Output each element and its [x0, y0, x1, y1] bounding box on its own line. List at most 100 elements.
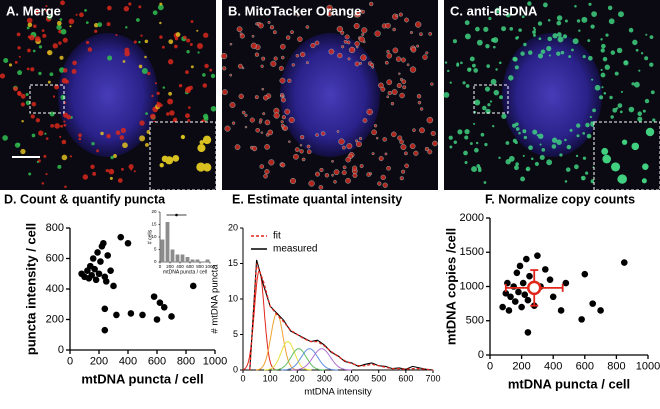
puncta: [522, 129, 527, 134]
puncta: [30, 67, 35, 72]
puncta: [499, 95, 503, 100]
puncta: [162, 86, 166, 89]
puncta: [417, 100, 422, 105]
puncta: [395, 14, 399, 18]
puncta: [623, 60, 628, 64]
x-tick-label: 400: [344, 374, 359, 384]
puncta: [485, 43, 490, 49]
zoom-box: [29, 84, 65, 114]
puncta: [600, 38, 603, 41]
puncta: [244, 125, 248, 129]
puncta: [409, 30, 413, 35]
puncta: [91, 142, 95, 146]
puncta: [202, 73, 206, 77]
puncta: [473, 122, 476, 125]
puncta: [483, 181, 487, 184]
puncta: [473, 68, 479, 73]
histogram-bar: [195, 259, 200, 262]
puncta: [566, 144, 572, 150]
puncta: [123, 6, 130, 12]
puncta: [310, 42, 316, 49]
puncta: [498, 156, 501, 160]
puncta: [581, 16, 588, 23]
puncta: [464, 33, 471, 40]
puncta: [133, 40, 137, 44]
y-tick-label: 5: [233, 329, 238, 339]
puncta: [59, 55, 64, 60]
puncta: [483, 26, 489, 32]
puncta: [600, 68, 603, 71]
fit-component: [242, 269, 277, 371]
puncta: [341, 170, 347, 176]
puncta: [398, 72, 401, 75]
data-point: [92, 276, 100, 284]
puncta: [585, 171, 589, 175]
puncta: [354, 61, 360, 67]
data-point: [150, 293, 158, 300]
nucleus: [502, 33, 602, 157]
data-point: [97, 258, 104, 265]
puncta: [35, 118, 41, 123]
puncta: [288, 140, 291, 144]
puncta: [78, 137, 82, 141]
puncta: [254, 52, 260, 57]
x-tick-label: 800: [607, 361, 625, 373]
puncta: [464, 20, 470, 26]
fit-component: [291, 348, 353, 371]
puncta: [25, 92, 29, 97]
puncta: [139, 135, 146, 142]
series-line: [249, 263, 434, 371]
puncta: [180, 134, 186, 140]
puncta: [166, 112, 170, 116]
puncta: [119, 135, 125, 140]
histogram-bar: [175, 254, 180, 262]
data-point: [107, 267, 114, 275]
puncta: [59, 135, 62, 138]
puncta: [410, 47, 417, 53]
puncta: [409, 143, 416, 150]
puncta: [537, 53, 544, 59]
puncta: [532, 30, 536, 35]
puncta: [138, 64, 143, 69]
puncta: [492, 45, 496, 49]
puncta: [576, 123, 581, 128]
puncta: [406, 63, 410, 67]
puncta: [260, 64, 264, 68]
puncta: [29, 34, 35, 41]
data-point: [510, 283, 517, 290]
puncta: [392, 47, 399, 54]
data-point: [519, 279, 527, 287]
puncta: [224, 125, 231, 132]
puncta: [509, 27, 514, 31]
puncta: [263, 95, 269, 101]
puncta: [28, 172, 32, 176]
puncta: [197, 144, 206, 153]
puncta: [378, 156, 384, 162]
data-point: [153, 316, 161, 323]
puncta: [272, 30, 277, 35]
puncta: [642, 109, 646, 113]
puncta: [556, 51, 561, 56]
puncta: [197, 51, 200, 54]
puncta: [387, 90, 392, 96]
puncta: [320, 131, 326, 136]
puncta: [382, 137, 387, 142]
puncta: [472, 63, 476, 68]
puncta: [136, 18, 140, 22]
puncta: [336, 130, 340, 133]
puncta: [251, 145, 258, 152]
puncta: [645, 33, 648, 36]
puncta: [512, 123, 517, 128]
puncta: [94, 29, 98, 33]
zoom-box: [473, 84, 509, 114]
histogram-bar: [180, 254, 185, 262]
puncta: [115, 130, 121, 136]
puncta: [299, 135, 305, 140]
puncta: [649, 62, 654, 67]
histogram-bar: [170, 249, 175, 262]
puncta: [619, 110, 623, 114]
puncta: [610, 50, 616, 55]
puncta: [515, 127, 520, 131]
puncta: [125, 26, 128, 29]
puncta: [20, 93, 26, 99]
